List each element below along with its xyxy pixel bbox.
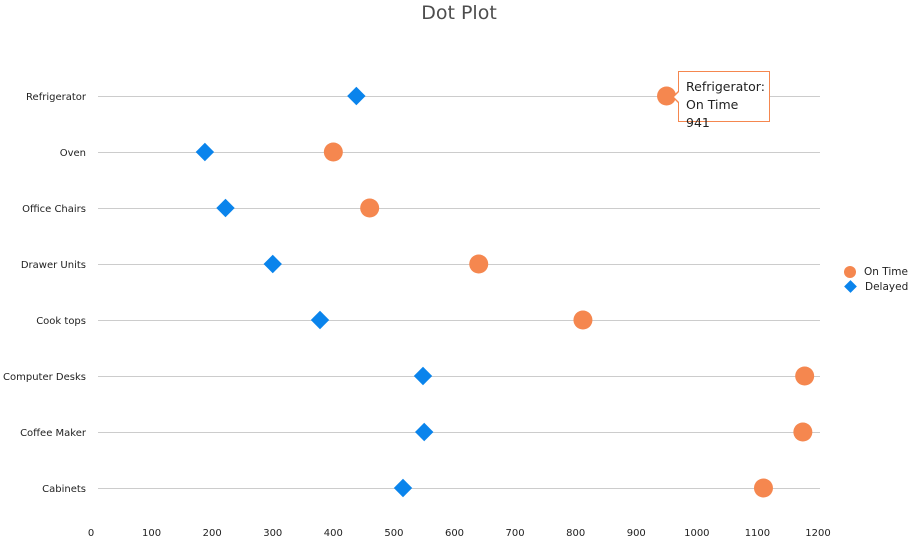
on-time-point[interactable] bbox=[795, 366, 815, 386]
tooltip-line-1: Refrigerator: bbox=[686, 79, 765, 94]
legend-circle-icon bbox=[844, 265, 856, 278]
x-tick-label: 1100 bbox=[745, 528, 770, 539]
delayed-point[interactable] bbox=[347, 86, 366, 106]
legend: On Time Delayed bbox=[844, 264, 908, 294]
on-time-point[interactable] bbox=[360, 198, 380, 218]
x-tick-label: 1000 bbox=[684, 528, 709, 539]
on-time-point[interactable] bbox=[323, 142, 343, 162]
y-tick-label: Computer Desks bbox=[3, 372, 86, 383]
legend-item-on-time[interactable]: On Time bbox=[844, 264, 908, 279]
delayed-point[interactable] bbox=[263, 254, 282, 274]
y-tick-label: Coffee Maker bbox=[20, 428, 87, 439]
delayed-point[interactable] bbox=[216, 198, 235, 218]
delayed-point[interactable] bbox=[310, 310, 330, 330]
x-tick-label: 700 bbox=[506, 528, 525, 539]
y-tick-label: Cook tops bbox=[36, 316, 86, 327]
x-tick-label: 600 bbox=[445, 528, 464, 539]
y-tick-label: Office Chairs bbox=[22, 204, 86, 215]
delayed-point[interactable] bbox=[413, 366, 433, 386]
x-tick-label: 1200 bbox=[805, 528, 830, 539]
y-tick-label: Oven bbox=[60, 148, 86, 159]
delayed-point[interactable] bbox=[415, 422, 434, 442]
legend-label: On Time bbox=[864, 265, 908, 278]
tooltip: Refrigerator: On Time 941 bbox=[672, 71, 770, 130]
on-time-point[interactable] bbox=[657, 86, 677, 106]
tooltip-line-2: On Time 941 bbox=[686, 97, 739, 130]
x-tick-label: 300 bbox=[263, 528, 282, 539]
legend-label: Delayed bbox=[865, 280, 909, 293]
delayed-point[interactable] bbox=[393, 478, 413, 498]
x-tick-label: 100 bbox=[142, 528, 161, 539]
delayed-point[interactable] bbox=[195, 142, 215, 162]
y-tick-label: Refrigerator bbox=[26, 92, 87, 103]
x-tick-label: 0 bbox=[88, 528, 94, 539]
on-time-point[interactable] bbox=[753, 478, 773, 498]
x-tick-label: 400 bbox=[324, 528, 343, 539]
on-time-point[interactable] bbox=[573, 310, 593, 330]
y-tick-label: Drawer Units bbox=[21, 260, 86, 271]
x-tick-label: 800 bbox=[566, 528, 585, 539]
x-tick-label: 500 bbox=[384, 528, 403, 539]
legend-diamond-icon bbox=[844, 280, 857, 293]
y-tick-label: Cabinets bbox=[42, 484, 86, 495]
x-tick-label: 200 bbox=[203, 528, 222, 539]
on-time-point[interactable] bbox=[793, 422, 813, 442]
x-tick-label: 900 bbox=[627, 528, 646, 539]
on-time-point[interactable] bbox=[469, 254, 489, 274]
legend-item-delayed[interactable]: Delayed bbox=[844, 279, 908, 294]
chart-title: Dot Plot bbox=[421, 2, 497, 24]
